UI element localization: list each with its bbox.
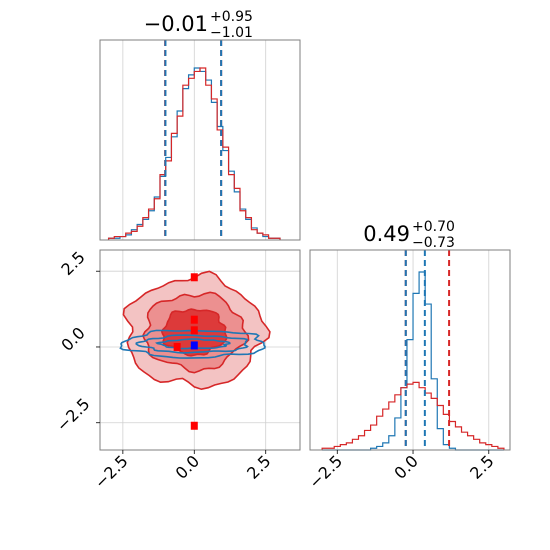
top-marginal-panel: −0.01 +0.95 −1.01 bbox=[99, 9, 301, 241]
top-title: −0.01 bbox=[144, 12, 208, 36]
top-title-plus: +0.95 bbox=[210, 9, 253, 25]
right-title: 0.49 bbox=[363, 222, 410, 246]
top-title-minus: −1.01 bbox=[210, 25, 253, 41]
right-x-ticks: −2.5 0.0 2.5 bbox=[305, 450, 498, 492]
top-histograms bbox=[107, 67, 281, 240]
joint-ytick-label-1: 0.0 bbox=[57, 323, 88, 354]
joint-axis-frame bbox=[99, 249, 301, 451]
joint-y-ticks: 2.5 0.0 −2.5 bbox=[53, 248, 100, 435]
joint-marker-0 bbox=[190, 273, 198, 282]
joint-xtick-label-1: 0.0 bbox=[172, 451, 203, 482]
right-marginal-panel: 0.49 +0.70 −0.73 −2.5 0.0 2.5 bbox=[305, 219, 511, 492]
right-xtick-label-2: 2.5 bbox=[466, 451, 497, 482]
top-title-value: −0.01 bbox=[144, 12, 208, 36]
joint-blue-contour-2 bbox=[155, 338, 231, 350]
joint-marker-1 bbox=[190, 315, 198, 324]
joint-panel: 2.5 0.0 −2.5 −2.5 0.0 2.5 bbox=[53, 248, 301, 492]
top-quantile-lines bbox=[164, 40, 223, 240]
joint-marker-5 bbox=[190, 341, 198, 350]
right-xtick-label-0: −2.5 bbox=[305, 451, 346, 492]
right-grid bbox=[336, 250, 490, 450]
joint-blue-contour-0 bbox=[119, 329, 266, 359]
joint-marker-3 bbox=[173, 342, 181, 351]
top-axis-frame bbox=[99, 39, 301, 241]
right-hist-red bbox=[321, 381, 505, 450]
joint-markers bbox=[173, 273, 198, 430]
joint-marker-2 bbox=[190, 326, 198, 335]
right-title-value: 0.49 bbox=[363, 222, 410, 246]
top-hist-red bbox=[107, 67, 281, 240]
joint-xtick-label-2: 2.5 bbox=[243, 451, 274, 482]
joint-xtick-label-0: −2.5 bbox=[91, 451, 132, 492]
right-axis-frame bbox=[309, 249, 511, 451]
joint-x-ticks: −2.5 0.0 2.5 bbox=[91, 450, 275, 492]
right-quantile-lines bbox=[404, 250, 451, 450]
right-title-plus: +0.70 bbox=[412, 219, 455, 235]
joint-ytick-label-0: 2.5 bbox=[57, 248, 88, 279]
right-title-minus: −0.73 bbox=[412, 235, 455, 251]
joint-blue-contour-1 bbox=[135, 334, 249, 354]
right-xtick-label-1: 0.0 bbox=[390, 451, 421, 482]
joint-marker-4 bbox=[190, 421, 198, 430]
joint-ytick-label-2: −2.5 bbox=[53, 394, 94, 435]
